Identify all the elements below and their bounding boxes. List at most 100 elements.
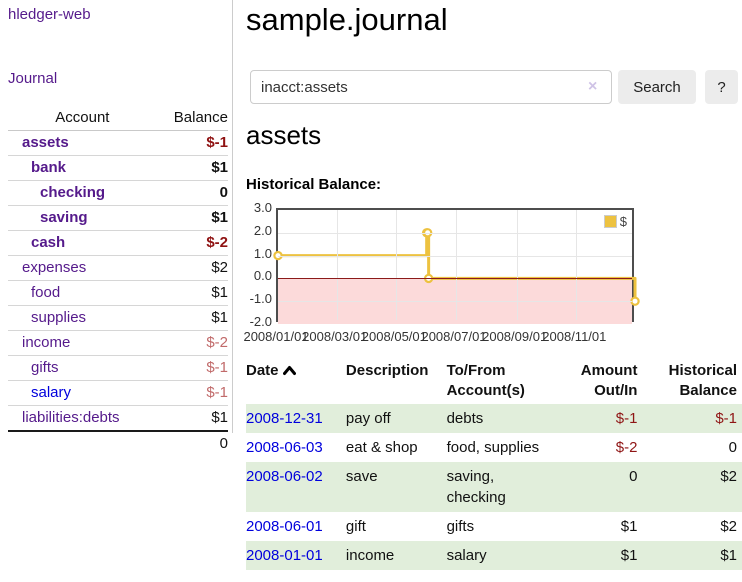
table-row: 2008-06-03 eat & shop food, supplies $-2…	[246, 433, 742, 462]
transaction-balance: $2	[720, 518, 737, 535]
transaction-accounts: saving, checking	[446, 468, 506, 506]
x-axis-tick-label: 2008/05/01	[361, 329, 427, 344]
transaction-date-link[interactable]: 2008-01-01	[246, 547, 323, 564]
x-axis-tick-label: 2008/03/01	[302, 329, 368, 344]
transaction-amount: $-2	[615, 439, 638, 456]
transaction-balance: 0	[728, 439, 737, 456]
register-header-row: Date Description To/From Account(s) Amou…	[246, 358, 742, 404]
accounts-total-row: 0	[8, 430, 228, 456]
sidebar-item-gifts[interactable]: gifts	[31, 359, 59, 376]
app-brand-link[interactable]: hledger-web	[8, 6, 91, 23]
chart-gridline	[456, 210, 458, 320]
account-balance: $-1	[151, 355, 228, 381]
historical-balance-chart: $ 3.0 2.0 1.0 0.0 -1.0 -2.0 2008/01/01 2008/03/…	[243, 200, 742, 347]
chart-heading: Historical Balance:	[246, 176, 382, 193]
accounts-header-account: Account	[8, 106, 152, 131]
register-header-accounts: To/From Account(s)	[446, 362, 525, 399]
transaction-accounts: salary	[446, 547, 487, 564]
transaction-date-link[interactable]: 2008-06-02	[246, 468, 323, 485]
register-header-date[interactable]: Date	[246, 358, 346, 404]
transaction-description: income	[345, 547, 395, 564]
table-row: assets $-1	[8, 131, 228, 156]
y-axis-tick-label: 2.0	[253, 222, 272, 238]
sidebar-item-assets[interactable]: assets	[22, 134, 69, 151]
x-axis-tick-label: 2008/09/01	[482, 329, 548, 344]
help-button[interactable]: ?	[705, 70, 738, 104]
table-row: bank $1	[8, 155, 228, 181]
y-axis-tick-label: 0.0	[253, 268, 272, 284]
chart-zero-line	[278, 278, 632, 280]
sidebar-item-journal[interactable]: Journal	[8, 70, 58, 87]
transaction-date-link[interactable]: 2008-06-01	[246, 518, 323, 535]
account-balance: $1	[151, 155, 228, 181]
legend-swatch-icon	[603, 215, 617, 228]
chart-gridline	[278, 232, 632, 234]
sidebar-item-saving[interactable]: saving	[40, 209, 88, 226]
search-input[interactable]	[250, 70, 612, 104]
table-row: 2008-06-02 save saving, checking 0 $2	[246, 462, 742, 512]
sidebar-item-income[interactable]: income	[22, 334, 71, 351]
transaction-amount: $-1	[615, 410, 638, 427]
transaction-amount: $1	[620, 547, 638, 564]
chart-gridline	[278, 301, 632, 303]
search-button[interactable]: Search	[618, 70, 696, 104]
sort-ascending-icon	[282, 366, 296, 375]
sidebar-item-checking[interactable]: checking	[40, 184, 106, 201]
transaction-balance: $2	[720, 468, 737, 485]
x-axis-tick-label: 2008/07/01	[421, 329, 487, 344]
table-row: 2008-12-31 pay off debts $-1 $-1	[246, 404, 742, 433]
table-row: checking 0	[8, 180, 228, 206]
table-row: gifts $-1	[8, 355, 228, 381]
sidebar-item-bank[interactable]: bank	[31, 159, 67, 176]
y-axis-tick-label: -2.0	[249, 314, 272, 329]
y-axis-tick-label: 1.0	[253, 245, 272, 261]
register-table: Date Description To/From Account(s) Amou…	[246, 358, 742, 570]
transaction-date-link[interactable]: 2008-12-31	[246, 410, 323, 427]
clear-search-icon[interactable]: ×	[588, 78, 598, 95]
sidebar-item-salary[interactable]: salary	[31, 384, 72, 401]
balance-chart-plot: $	[273, 208, 640, 324]
sidebar-item-expenses[interactable]: expenses	[22, 259, 87, 276]
sidebar-item-food[interactable]: food	[31, 284, 61, 301]
account-balance: $-2	[151, 330, 228, 356]
table-row: saving $1	[8, 205, 228, 231]
table-row: 2008-01-01 income salary $1 $1	[246, 541, 742, 570]
transaction-description: pay off	[345, 410, 391, 427]
transaction-balance: $-1	[715, 410, 737, 427]
sidebar-item-liabilities-debts[interactable]: liabilities:debts	[22, 409, 120, 426]
account-page-title: assets	[246, 120, 322, 150]
table-row: income $-2	[8, 330, 228, 356]
sidebar-item-cash[interactable]: cash	[31, 234, 66, 251]
accounts-header-balance: Balance	[151, 106, 228, 131]
account-balance: $-1	[206, 134, 228, 151]
account-balance: $1	[151, 405, 228, 431]
transaction-accounts: gifts	[446, 518, 475, 535]
transaction-description: eat & shop	[345, 439, 418, 456]
y-axis-tick-label: 3.0	[253, 200, 272, 215]
account-balance: $-1	[151, 380, 228, 406]
account-balance: $1	[151, 280, 228, 306]
transaction-description: save	[345, 468, 378, 485]
sidebar-item-supplies[interactable]: supplies	[31, 309, 87, 326]
accounts-total-value: 0	[151, 430, 228, 456]
chart-gridline	[516, 210, 518, 320]
y-axis-tick-label: -1.0	[249, 291, 272, 307]
account-balance: $1	[151, 205, 228, 231]
table-row: cash $-2	[8, 230, 228, 256]
account-balance: $1	[151, 305, 228, 331]
legend-label: $	[619, 214, 627, 229]
chart-gridline	[336, 210, 338, 320]
data-point-marker	[630, 296, 640, 306]
register-header-balance: Historical Balance	[668, 362, 737, 399]
table-row: expenses $2	[8, 255, 228, 281]
account-balance: $-2	[151, 230, 228, 256]
accounts-sidebar-table: Account Balance assets $-1 bank $1 checkin…	[8, 106, 228, 456]
accounts-header-row: Account Balance	[8, 106, 228, 131]
page-title: sample.journal	[246, 2, 448, 37]
transaction-date-link[interactable]: 2008-06-03	[246, 439, 323, 456]
transaction-accounts: debts	[446, 410, 484, 427]
table-row: 2008-06-01 gift gifts $1 $2	[246, 512, 742, 541]
transaction-amount: 0	[629, 468, 638, 485]
account-balance: 0	[151, 180, 228, 206]
